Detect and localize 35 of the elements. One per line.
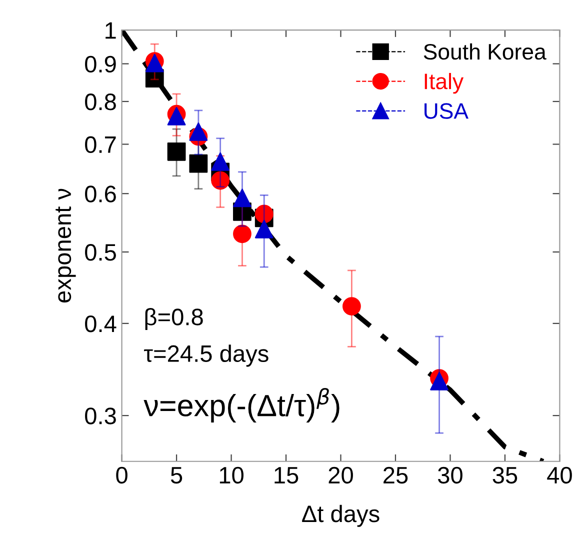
point <box>211 152 230 171</box>
x-tick-label: 0 <box>116 466 128 484</box>
y-tick-label: 0.9 <box>85 56 116 73</box>
point <box>254 204 274 224</box>
y-tick-label: 0.4 <box>85 316 116 332</box>
legend-label: South Korea <box>424 43 546 60</box>
annotation: β=0.8 <box>145 308 203 330</box>
annotation: τ=24.5 days <box>144 344 268 367</box>
point <box>189 154 208 173</box>
point <box>254 220 274 238</box>
legend-label: USA <box>424 103 468 119</box>
x-tick-label: 15 <box>274 467 298 484</box>
point <box>189 122 208 141</box>
x-axis-title: Δt days <box>302 504 380 527</box>
x-tick-label: 25 <box>384 466 408 484</box>
point <box>342 297 361 316</box>
point <box>211 171 230 190</box>
legend-label: Italy <box>424 72 464 94</box>
y-tick-label: 0.3 <box>85 408 116 424</box>
y-tick-label: 0.6 <box>85 186 116 202</box>
x-tick-label: 40 <box>547 466 572 484</box>
x-tick-label: 35 <box>492 466 518 484</box>
x-tick-label: 5 <box>170 467 182 484</box>
x-tick-label: 30 <box>438 466 462 484</box>
y-tick-label: 0.5 <box>85 244 116 261</box>
y-tick-label: 0.8 <box>85 94 116 110</box>
y-tick-label: 0.7 <box>85 136 116 154</box>
y-axis-title: exponent ν <box>56 188 76 302</box>
point <box>167 142 186 161</box>
y-tick-label: 1 <box>106 22 116 39</box>
x-tick-label: 20 <box>328 466 353 484</box>
annotation: ν=exp(-(Δt/τ)$^{β}$) <box>144 388 340 422</box>
point <box>233 224 252 244</box>
point <box>233 188 252 208</box>
x-tick-label: 10 <box>220 466 244 484</box>
